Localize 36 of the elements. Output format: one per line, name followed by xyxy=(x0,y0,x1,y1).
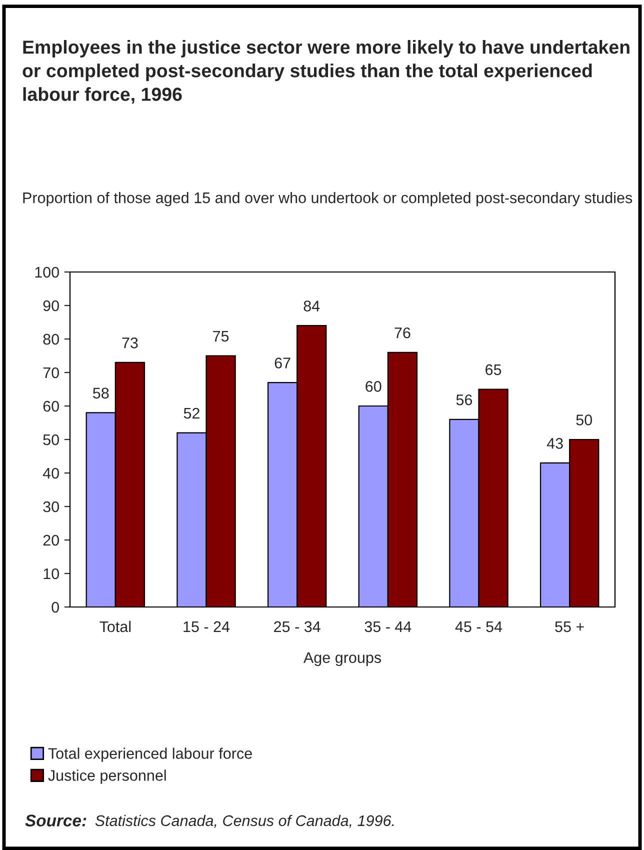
data-label: 67 xyxy=(274,358,290,368)
source-note: Source: xyxy=(25,814,86,826)
x-tick-label: 15 - 24 xyxy=(184,621,230,632)
data-label: 56 xyxy=(456,394,472,406)
data-label: 75 xyxy=(213,330,229,342)
y-tick-label: 40 xyxy=(42,468,59,479)
data-label: 60 xyxy=(366,381,382,392)
chart-title: Employees in the justice sector were more likely to have undertaken or completed post-secondary studies than the total experienced labour force, 1996 xyxy=(22,40,630,104)
x-tick-label: 45 - 54 xyxy=(455,621,502,632)
x-tick-label: 25 - 34 xyxy=(274,621,320,632)
x-tick-label: 35 - 44 xyxy=(364,621,412,632)
y-tick-label: 20 xyxy=(43,534,59,546)
y-tick-label: 90 xyxy=(43,300,59,312)
data-label: 58 xyxy=(93,388,109,399)
data-label: 76 xyxy=(394,327,410,338)
x-tick-label: Total xyxy=(100,620,131,632)
y-tick-label: 60 xyxy=(43,400,59,412)
data-label: 43 xyxy=(546,438,563,449)
y-tick-label: 10 xyxy=(44,568,59,580)
y-tick-label: 100 xyxy=(35,266,59,278)
data-label: 52 xyxy=(184,408,200,419)
data-label: 84 xyxy=(304,300,320,312)
text: Statistics Canada, Census of Canada, 1996. xyxy=(95,814,394,828)
y-tick-label: 30 xyxy=(43,501,59,512)
data-label: 65 xyxy=(486,364,502,376)
y-tick-label: 0 xyxy=(52,602,59,613)
legend-label: Justice personnel xyxy=(48,770,166,784)
y-tick-label: 70 xyxy=(43,367,59,378)
x-tick-label: 55 + xyxy=(555,621,584,632)
y-tick-label: 50 xyxy=(43,434,59,446)
data-label: 50 xyxy=(576,414,592,426)
x-axis-title: Age groups xyxy=(303,652,382,666)
data-label: 73 xyxy=(122,338,138,348)
legend-label: Total experienced labour force xyxy=(48,748,252,762)
y-tick-label: 80 xyxy=(43,334,59,345)
y-axis-title: Proportion of those aged 15 and over who undertook or completed post-secondary studies xyxy=(23,192,632,206)
